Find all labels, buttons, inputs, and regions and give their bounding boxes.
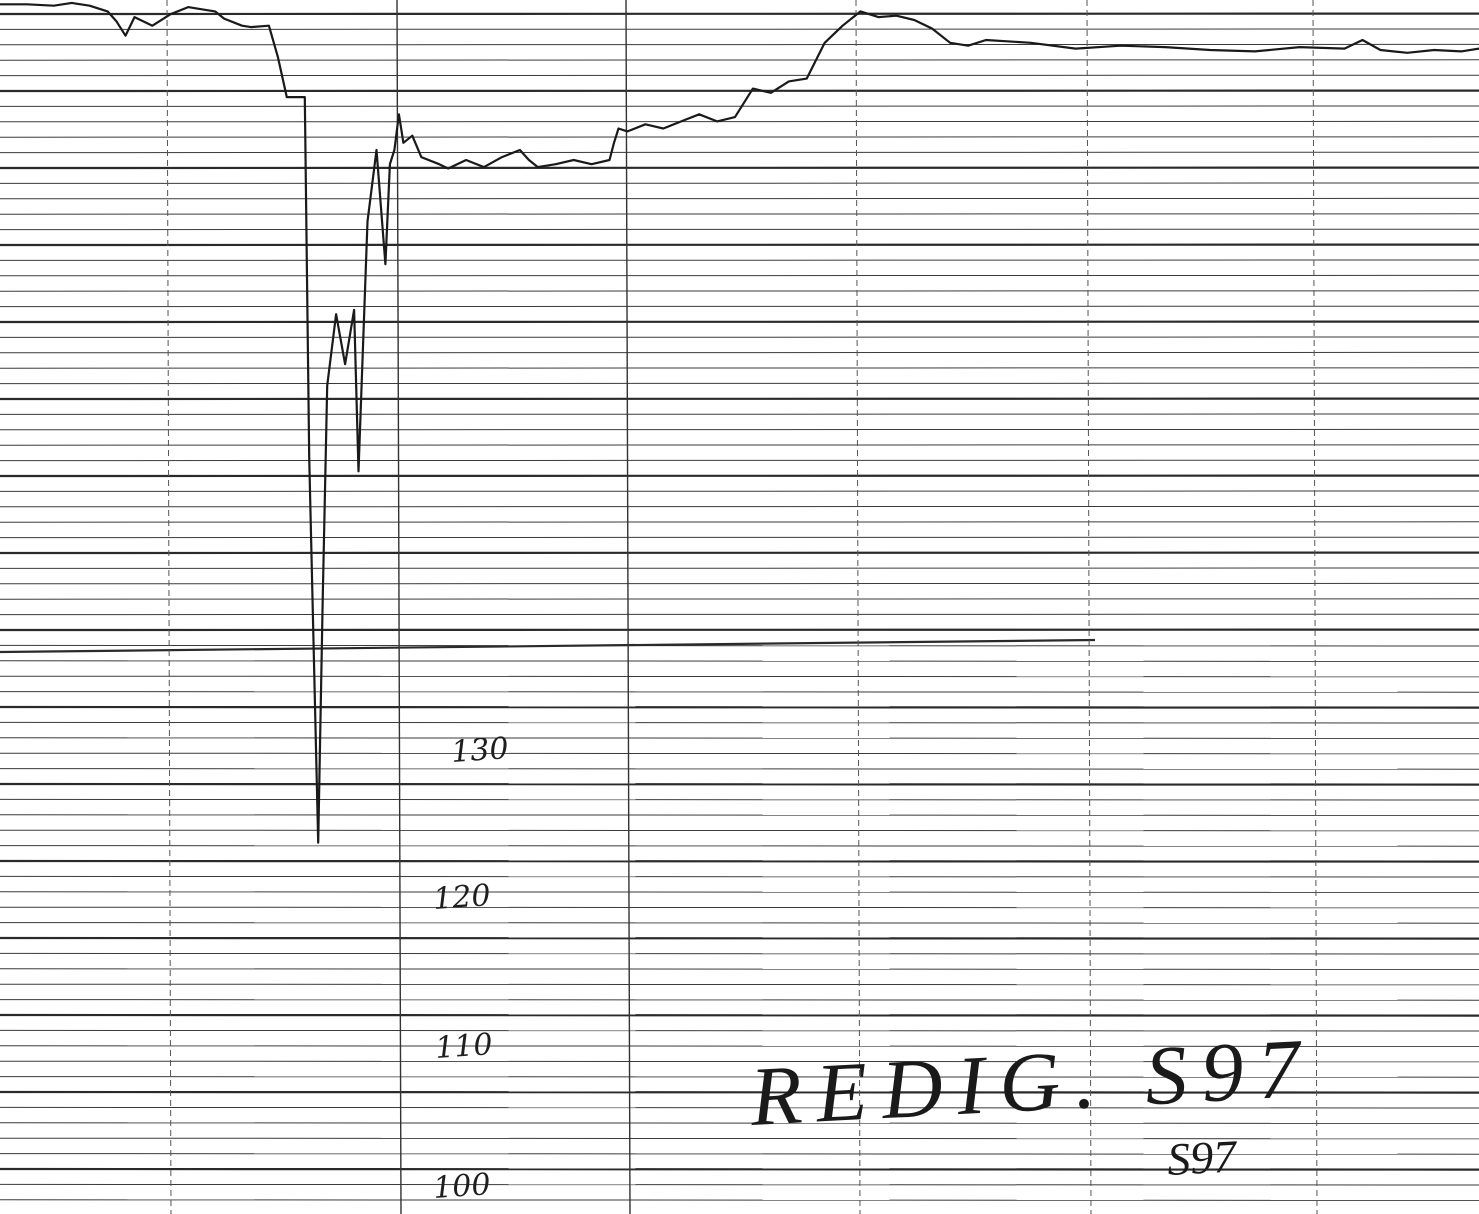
grid-line [0,675,1479,678]
grid-line [0,1045,1479,1047]
grid-line-major [0,782,1479,786]
grid-line [0,768,1479,770]
grid-line [0,1153,1479,1155]
grid-line [0,1060,1479,1063]
time-mark-line [1086,0,1092,1214]
grid-line [0,1183,1479,1186]
grid-line [0,691,1479,693]
y-tick-label: 110 [434,1027,494,1066]
grid-line [0,999,1479,1001]
trace-layer [0,1,1479,844]
grid-line [0,1106,1479,1109]
grid-line [0,1029,1479,1032]
time-mark-line [625,0,631,1214]
grid-line [0,891,1479,893]
grid-line [0,875,1479,878]
y-tick-label: 120 [432,878,492,917]
grid-line [0,906,1479,909]
grid-line [0,1137,1479,1140]
divider-line [0,638,1096,654]
time-mark-line [396,0,402,1214]
grid-line-major [0,936,1479,940]
time-mark-line [1312,0,1318,1214]
grid-line [0,737,1479,739]
y-tick-label: 100 [432,1167,492,1206]
time-mark-line [166,0,172,1214]
grid-line-major [0,1167,1479,1171]
grid-line [0,1199,1479,1201]
grid-line [0,814,1479,816]
handwritten-annotation: REDIG. S97 S97 [747,1022,1305,1185]
grid-line-major [0,705,1479,709]
grid-line [0,644,1479,647]
grid-line [0,922,1479,924]
grid-line [0,660,1479,662]
grid-line-major [0,859,1479,863]
stamp-subtext: S97 [1166,1130,1240,1185]
grid-line [0,1122,1479,1124]
grid-line [0,968,1479,970]
grid-line [0,1076,1479,1078]
y-tick-label: 130 [450,731,510,770]
grid-line [0,721,1479,724]
tick-label-layer: 130 120 110 100 [432,731,510,1206]
grid-line [0,829,1479,832]
time-mark-line [855,0,861,1214]
grid-line [0,952,1479,955]
grid-line [0,983,1479,986]
stamp-text: REDIG. S97 [747,1022,1305,1144]
grid-line [0,845,1479,847]
grid-line [0,752,1479,755]
seismic-trace [0,1,1479,844]
grid-line [0,798,1479,801]
grid-line-major [0,1090,1479,1094]
grid-line-major [0,1013,1479,1017]
